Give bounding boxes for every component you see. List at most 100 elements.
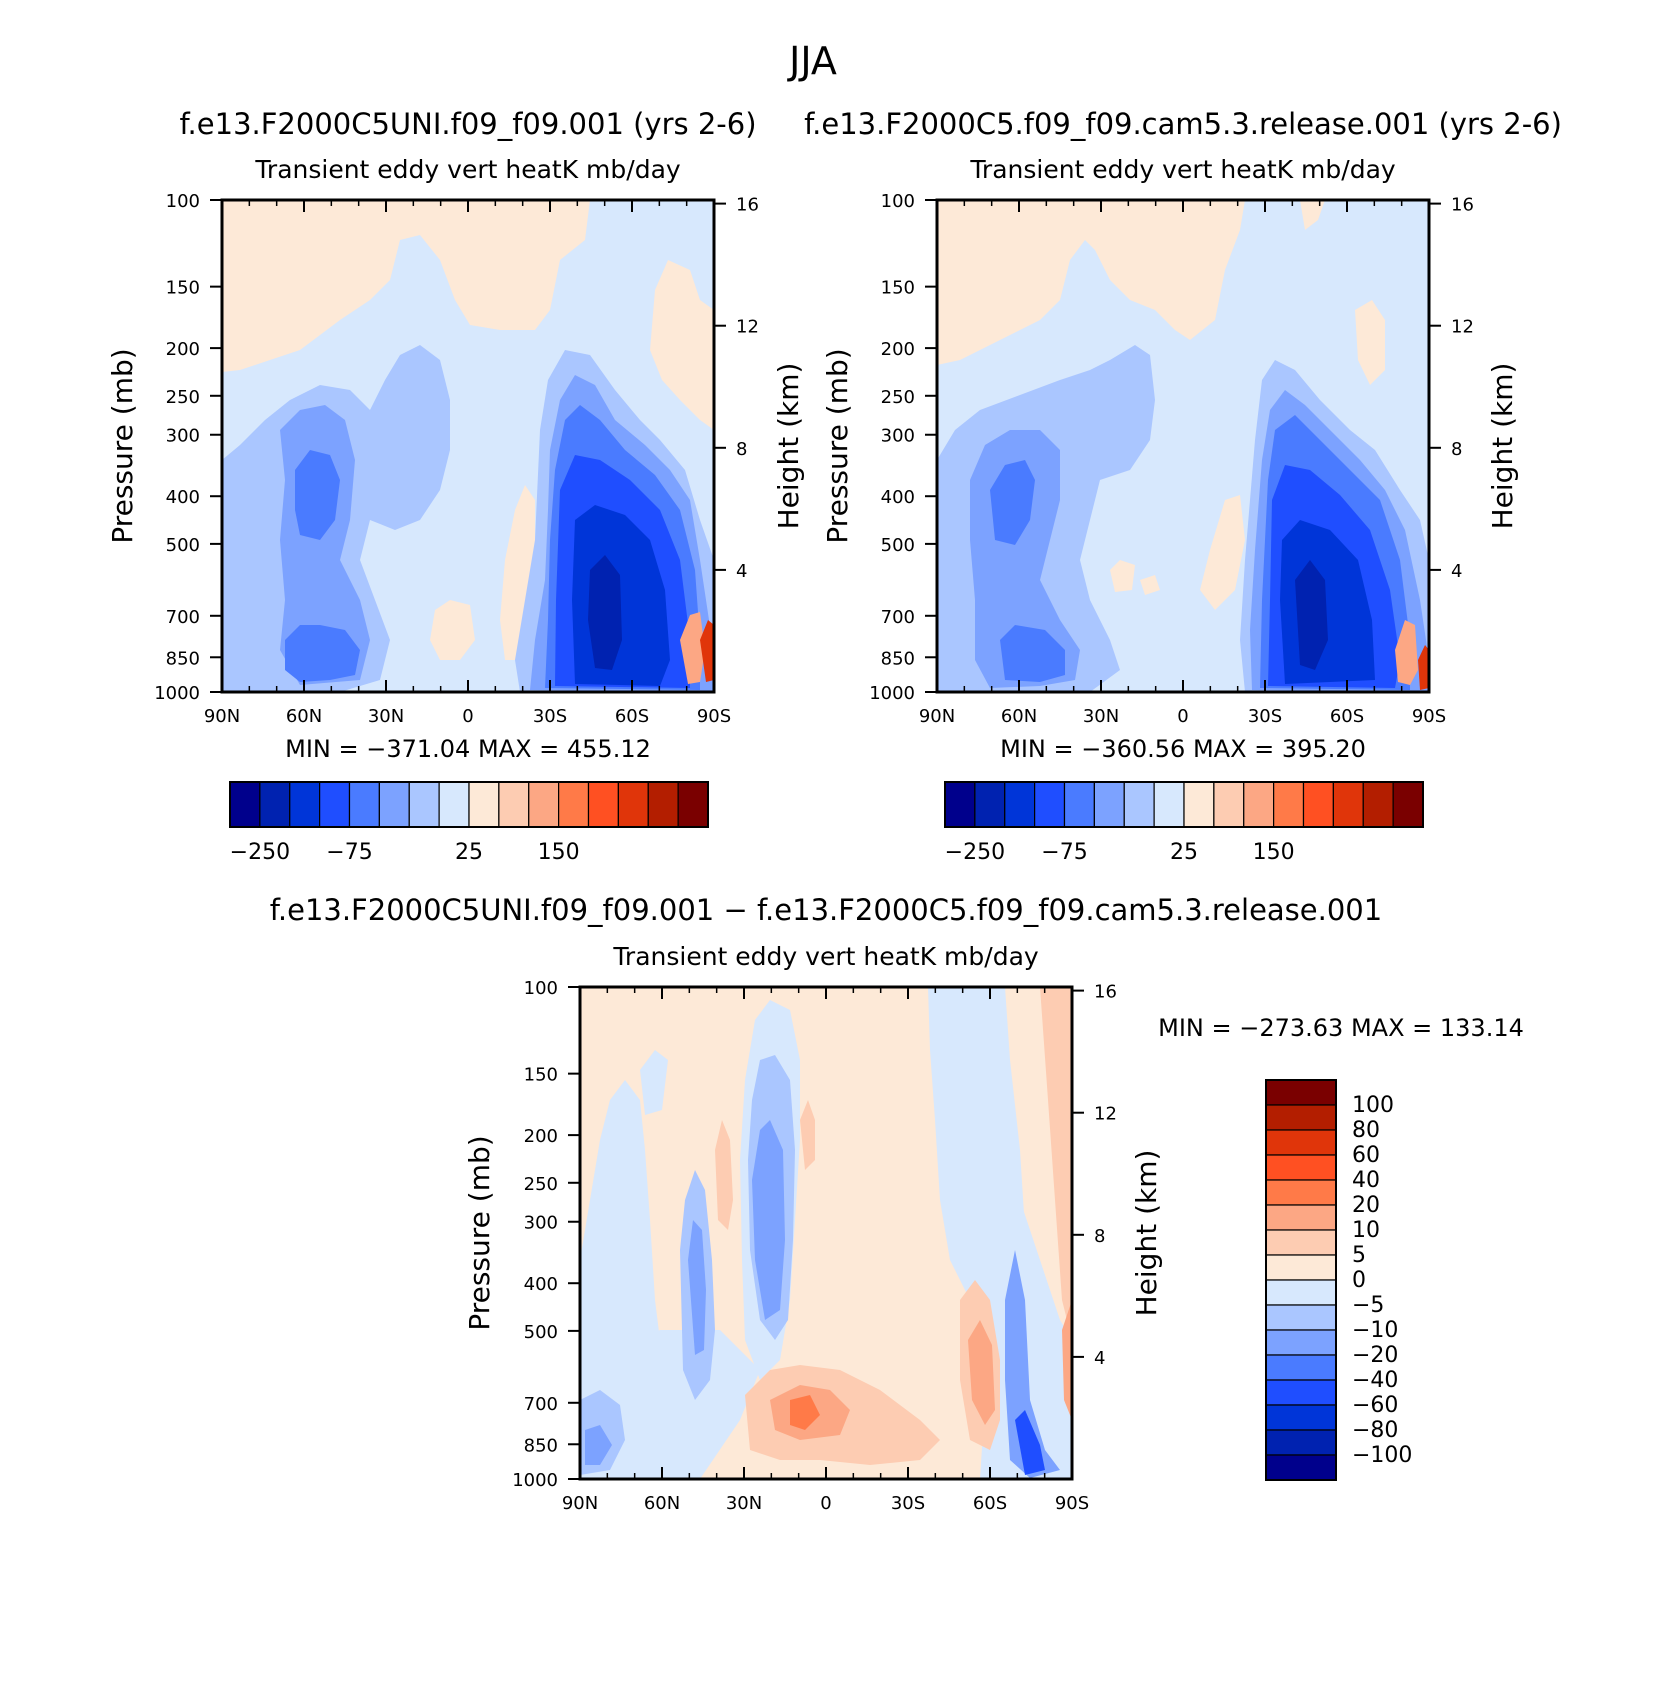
panel-3-axes: 90N 60N 30N 0 30S 60S 90S 100 150 200 250 300 400 500…: [512, 978, 1117, 1514]
panel-3-min-max: MIN = −273.63 MAX = 133.14: [1158, 1014, 1524, 1042]
colorbar-box: [974, 781, 1006, 828]
y-tick-label: 400: [881, 487, 915, 508]
negative-level-3: [990, 460, 1035, 545]
y-tick-label: 700: [881, 607, 915, 628]
negative-level-3-central: [752, 1120, 785, 1320]
y-tick-label: 500: [524, 1322, 558, 1343]
y-right-tick-label: 16: [736, 195, 759, 216]
positive-region-right: [1355, 300, 1385, 385]
colorbar-box: [647, 781, 679, 828]
colorbar-box: [558, 781, 590, 828]
y-tick-label: 250: [166, 387, 200, 408]
panel-3-field: [580, 987, 1072, 1479]
y-tick-label: 150: [166, 278, 200, 299]
x-tick-label: 90S: [1412, 706, 1446, 727]
colorbar-box: [1265, 1379, 1337, 1406]
colorbar-box: [1265, 1279, 1337, 1306]
colorbar-box: [1273, 781, 1305, 828]
colorbar-label: −100: [1352, 1443, 1412, 1468]
y-right-tick-label: 4: [736, 561, 747, 582]
positive-region-right: [650, 260, 714, 430]
colorbar-label: 10: [1352, 1218, 1380, 1243]
colorbar-box: [1302, 781, 1334, 828]
colorbar-box: [1004, 781, 1036, 828]
y-right-tick-label: 12: [736, 317, 759, 338]
x-tick-label: 30N: [726, 1493, 762, 1514]
colorbar-box: [1332, 781, 1364, 828]
colorbar-label: −60: [1352, 1393, 1398, 1418]
colorbar-box: [1153, 781, 1185, 828]
colorbar-box: [944, 781, 976, 828]
y-tick-label: 500: [881, 535, 915, 556]
panel-1-min-max: MIN = −371.04 MAX = 455.12: [285, 735, 651, 763]
y-right-tick-label: 8: [1094, 1226, 1105, 1247]
x-tick-label: 60N: [286, 706, 322, 727]
positive-region-equator: [1200, 495, 1245, 610]
colorbar-label: −10: [1352, 1318, 1398, 1343]
y-tick-label: 150: [524, 1065, 558, 1086]
y-tick-label: 700: [524, 1394, 558, 1415]
figure-title: JJA: [787, 39, 837, 83]
x-tick-label: 30S: [891, 1493, 925, 1514]
colorbar-box: [468, 781, 500, 828]
y-tick-label: 250: [524, 1174, 558, 1195]
colorbar-frame: [229, 781, 709, 828]
positive-level-3-polar: [1062, 1300, 1072, 1420]
positive-region-dots: [1110, 560, 1160, 595]
colorbar-box: [1034, 781, 1066, 828]
x-tick-label: 30S: [533, 706, 567, 727]
colorbar-label: 40: [1352, 1168, 1380, 1193]
y-tick-label: 400: [524, 1274, 558, 1295]
positive-level-polar-strong: [1418, 645, 1429, 690]
y-tick-label: 100: [166, 191, 200, 212]
colorbar-box: [1392, 781, 1424, 828]
y-right-tick-label: 16: [1451, 195, 1474, 216]
panel-2-ylabel-right: Height (km): [1486, 363, 1519, 530]
y-tick-label: 850: [881, 648, 915, 669]
x-tick-label: 90S: [1055, 1493, 1089, 1514]
colorbar-box: [289, 781, 321, 828]
positive-region-tropics: [430, 600, 475, 660]
colorbar-box: [259, 781, 291, 828]
colorbar-label: 150: [538, 840, 580, 865]
colorbar-label: 0: [1352, 1268, 1366, 1293]
colorbar-box: [498, 781, 530, 828]
colorbar-box: [1265, 1304, 1337, 1331]
panel-2-colorbar: −250 −75 25 150: [944, 781, 1424, 865]
colorbar-label: 80: [1352, 1118, 1380, 1143]
negative-level-3-lower: [285, 625, 360, 682]
colorbar-box: [1265, 1204, 1337, 1231]
x-tick-label: 30N: [368, 706, 404, 727]
x-tick-label: 90N: [562, 1493, 598, 1514]
y-right-tick-label: 8: [736, 439, 747, 460]
colorbar-label: −5: [1352, 1293, 1384, 1318]
colorbar-frame: [1265, 1079, 1337, 1481]
y-tick-label: 100: [881, 191, 915, 212]
colorbar-box: [1265, 1354, 1337, 1381]
panel-3: f.e13.F2000C5UNI.f09_f09.001 − f.e13.F20…: [270, 893, 1524, 1514]
y-tick-label: 1000: [512, 1470, 558, 1491]
y-tick-label: 400: [166, 487, 200, 508]
negative-region-lower: [620, 1330, 760, 1479]
x-tick-label: 60N: [644, 1493, 680, 1514]
x-tick-label: 90N: [919, 706, 955, 727]
colorbar-label: −80: [1352, 1418, 1398, 1443]
colorbar-box: [1265, 1254, 1337, 1281]
negative-level-6-south: [1295, 560, 1328, 670]
colorbar-frame: [944, 781, 1424, 828]
x-tick-label: 0: [1177, 706, 1188, 727]
colorbar-box: [1265, 1429, 1337, 1456]
x-tick-label: 30S: [1248, 706, 1282, 727]
panel-3-ylabel: Pressure (mb): [463, 1135, 496, 1330]
colorbar-box: [1265, 1229, 1337, 1256]
y-tick-label: 500: [166, 535, 200, 556]
panel-2-axes: 90N 60N 30N 0 30S 60S 90S 100 150 200 250 300 400 500…: [869, 191, 1474, 727]
colorbar-label: −250: [230, 840, 290, 865]
y-tick-label: 1000: [154, 683, 200, 704]
positive-level-polar: [680, 612, 705, 684]
y-right-tick-label: 12: [1451, 317, 1474, 338]
panel-1-title: f.e13.F2000C5UNI.f09_f09.001 (yrs 2-6): [179, 107, 756, 141]
colorbar-box: [1265, 1129, 1337, 1156]
